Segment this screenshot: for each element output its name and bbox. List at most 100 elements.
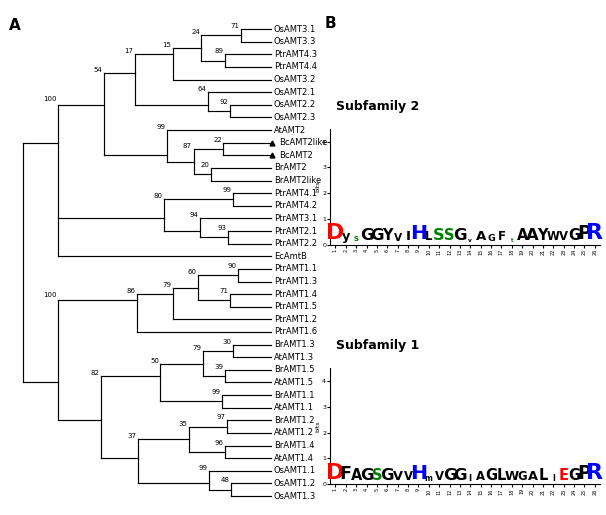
Text: P: P: [578, 225, 591, 244]
Text: 17: 17: [125, 48, 134, 55]
Text: 90: 90: [227, 263, 236, 269]
Text: 79: 79: [193, 345, 201, 351]
Text: 92: 92: [219, 99, 228, 105]
Text: 60: 60: [188, 269, 197, 275]
Text: 30: 30: [222, 338, 231, 345]
Text: I: I: [552, 474, 554, 483]
Text: BcAMT2: BcAMT2: [279, 151, 312, 160]
Text: Y: Y: [538, 228, 548, 244]
Text: A: A: [527, 470, 538, 483]
Y-axis label: bits: bits: [316, 420, 321, 432]
Text: V: V: [404, 470, 413, 483]
Text: t: t: [510, 238, 513, 244]
Text: 22: 22: [213, 136, 222, 143]
Text: 80: 80: [153, 194, 162, 199]
Text: 20: 20: [201, 162, 209, 168]
Text: 79: 79: [162, 282, 171, 288]
Text: OsAMT3.2: OsAMT3.2: [274, 75, 316, 84]
Text: A: A: [476, 230, 486, 244]
Text: A: A: [9, 18, 21, 33]
Text: OsAMT3.1: OsAMT3.1: [274, 25, 316, 33]
Text: P: P: [578, 464, 591, 483]
Text: 24: 24: [191, 29, 200, 36]
Text: PtrAMT4.2: PtrAMT4.2: [274, 201, 317, 210]
Text: E: E: [559, 468, 568, 483]
Text: BrAMT1.1: BrAMT1.1: [274, 390, 315, 400]
Text: W: W: [547, 230, 560, 244]
Text: 89: 89: [215, 48, 224, 55]
Text: G: G: [370, 228, 384, 244]
Text: V: V: [393, 470, 403, 483]
Text: v: v: [468, 238, 472, 244]
Text: H: H: [410, 464, 427, 483]
Text: PtrAMT1.1: PtrAMT1.1: [274, 264, 317, 273]
Text: V: V: [435, 470, 444, 483]
Text: G: G: [485, 468, 497, 483]
Text: 93: 93: [218, 225, 227, 231]
Text: 71: 71: [219, 288, 228, 294]
Text: 94: 94: [190, 212, 198, 218]
Text: G: G: [568, 228, 580, 244]
Text: 97: 97: [216, 415, 225, 420]
Text: PtrAMT1.2: PtrAMT1.2: [274, 315, 317, 324]
Text: y: y: [342, 230, 350, 244]
Text: A: A: [526, 228, 539, 244]
Text: PtrAMT4.4: PtrAMT4.4: [274, 62, 317, 72]
Text: OsAMT1.1: OsAMT1.1: [274, 466, 316, 475]
Text: Subfamily 2: Subfamily 2: [336, 100, 419, 113]
Text: 86: 86: [126, 288, 135, 294]
Y-axis label: bits: bits: [316, 181, 321, 193]
Text: G: G: [381, 468, 394, 483]
Text: G: G: [453, 228, 467, 244]
Text: PtrAMT3.1: PtrAMT3.1: [274, 214, 317, 223]
Text: 99: 99: [222, 187, 231, 193]
Text: L: L: [497, 468, 506, 483]
Text: BrAMT1.4: BrAMT1.4: [274, 441, 315, 450]
Text: 54: 54: [93, 67, 102, 73]
Text: L: L: [425, 230, 433, 244]
Text: S: S: [371, 468, 382, 483]
Text: 99: 99: [199, 465, 208, 471]
Text: OsAMT2.1: OsAMT2.1: [274, 88, 316, 97]
Text: m: m: [425, 474, 433, 483]
Text: 50: 50: [150, 357, 159, 364]
Text: S: S: [433, 228, 445, 244]
Text: 71: 71: [230, 23, 239, 29]
Text: 39: 39: [215, 364, 224, 370]
Text: PtrAMT2.1: PtrAMT2.1: [274, 227, 317, 235]
Text: 96: 96: [215, 440, 224, 445]
Text: R: R: [586, 463, 603, 483]
Text: BrAMT2like: BrAMT2like: [274, 176, 321, 185]
Text: 100: 100: [43, 292, 56, 298]
Text: 100: 100: [43, 96, 56, 102]
Text: L: L: [538, 468, 548, 483]
Text: F: F: [498, 230, 505, 244]
Text: OsAMT2.3: OsAMT2.3: [274, 113, 316, 122]
Text: Subfamily 1: Subfamily 1: [336, 339, 419, 352]
Text: 99: 99: [156, 124, 165, 130]
Text: OsAMT2.2: OsAMT2.2: [274, 100, 316, 109]
Text: I: I: [405, 230, 410, 244]
Text: D: D: [326, 224, 345, 244]
Text: A: A: [516, 228, 528, 244]
Text: A: A: [476, 470, 485, 483]
Text: 37: 37: [128, 433, 137, 439]
Text: PtrAMT2.2: PtrAMT2.2: [274, 239, 317, 248]
Text: PtrAMT1.5: PtrAMT1.5: [274, 302, 317, 311]
Text: AtAMT1.5: AtAMT1.5: [274, 378, 314, 387]
Text: G: G: [453, 468, 467, 483]
Text: D: D: [326, 463, 345, 483]
Text: AtAMT1.2: AtAMT1.2: [274, 428, 314, 437]
Text: PtrAMT1.4: PtrAMT1.4: [274, 289, 317, 299]
Text: H: H: [410, 225, 427, 244]
Text: I: I: [468, 474, 472, 483]
Text: V: V: [559, 230, 568, 244]
Text: s: s: [354, 234, 359, 244]
Text: F: F: [340, 465, 352, 483]
Text: G: G: [518, 470, 527, 483]
Text: AtAMT2: AtAMT2: [274, 126, 306, 134]
Text: V: V: [394, 233, 402, 244]
Text: R: R: [586, 224, 603, 244]
Text: OsAMT1.2: OsAMT1.2: [274, 479, 316, 488]
Text: PtrAMT4.1: PtrAMT4.1: [274, 188, 317, 198]
